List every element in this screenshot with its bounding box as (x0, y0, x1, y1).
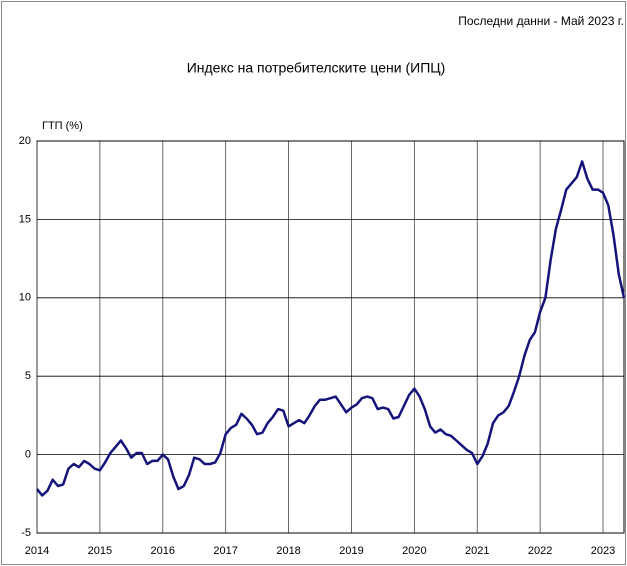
y-tick-label: 10 (19, 292, 31, 304)
x-tick-label: 2017 (213, 545, 237, 557)
chart-title: Индекс на потребителските цени (ИПЦ) (187, 60, 446, 76)
x-tick-label: 2016 (151, 545, 175, 557)
y-axis-label: ГТП (%) (42, 120, 83, 132)
x-tick-label: 2022 (528, 545, 552, 557)
y-tick-label: 15 (19, 213, 31, 225)
x-tick-label: 2021 (465, 545, 489, 557)
y-tick-label: 0 (25, 449, 31, 461)
chart-subtitle: Последни данни - Май 2023 г. (458, 14, 624, 28)
x-tick-label: 2018 (276, 545, 300, 557)
x-tick-label: 2020 (402, 545, 426, 557)
x-tick-label: 2019 (339, 545, 363, 557)
plot-area (36, 140, 625, 534)
x-tick-label: 2023 (591, 545, 615, 557)
y-tick-label: 20 (19, 135, 31, 147)
y-tick-label: 5 (25, 370, 31, 382)
x-tick-label: 2015 (88, 545, 112, 557)
series-line (36, 160, 626, 497)
y-tick-label: -5 (21, 527, 31, 539)
x-tick-label: 2014 (25, 545, 49, 557)
